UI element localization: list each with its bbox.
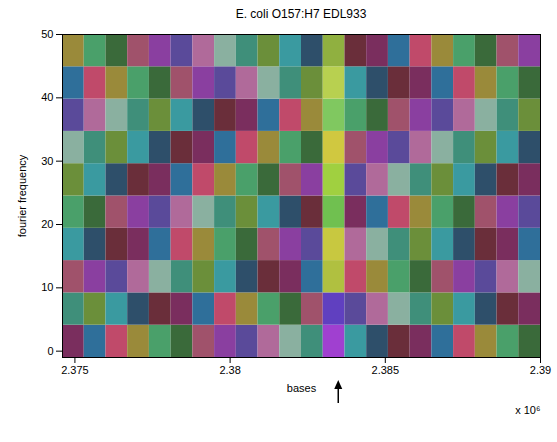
svg-text:10: 10 [41,281,53,293]
svg-text:2.385: 2.385 [372,364,400,376]
svg-text:20: 20 [41,218,53,230]
svg-text:0: 0 [47,345,53,357]
svg-text:bases: bases [287,382,317,394]
svg-text:2.38: 2.38 [219,364,240,376]
svg-text:x 10⁶: x 10⁶ [515,404,540,416]
svg-text:40: 40 [41,91,53,103]
html-text:E. coli O157:H7 EDL933: E. coli O157:H7 EDL933 [235,7,367,21]
svg-text:fourier frequency: fourier frequency [16,154,28,237]
svg-text:2.39: 2.39 [530,364,551,376]
svg-text:50: 50 [41,28,53,40]
svg-text:30: 30 [41,155,53,167]
svg-text:2.375: 2.375 [61,364,89,376]
